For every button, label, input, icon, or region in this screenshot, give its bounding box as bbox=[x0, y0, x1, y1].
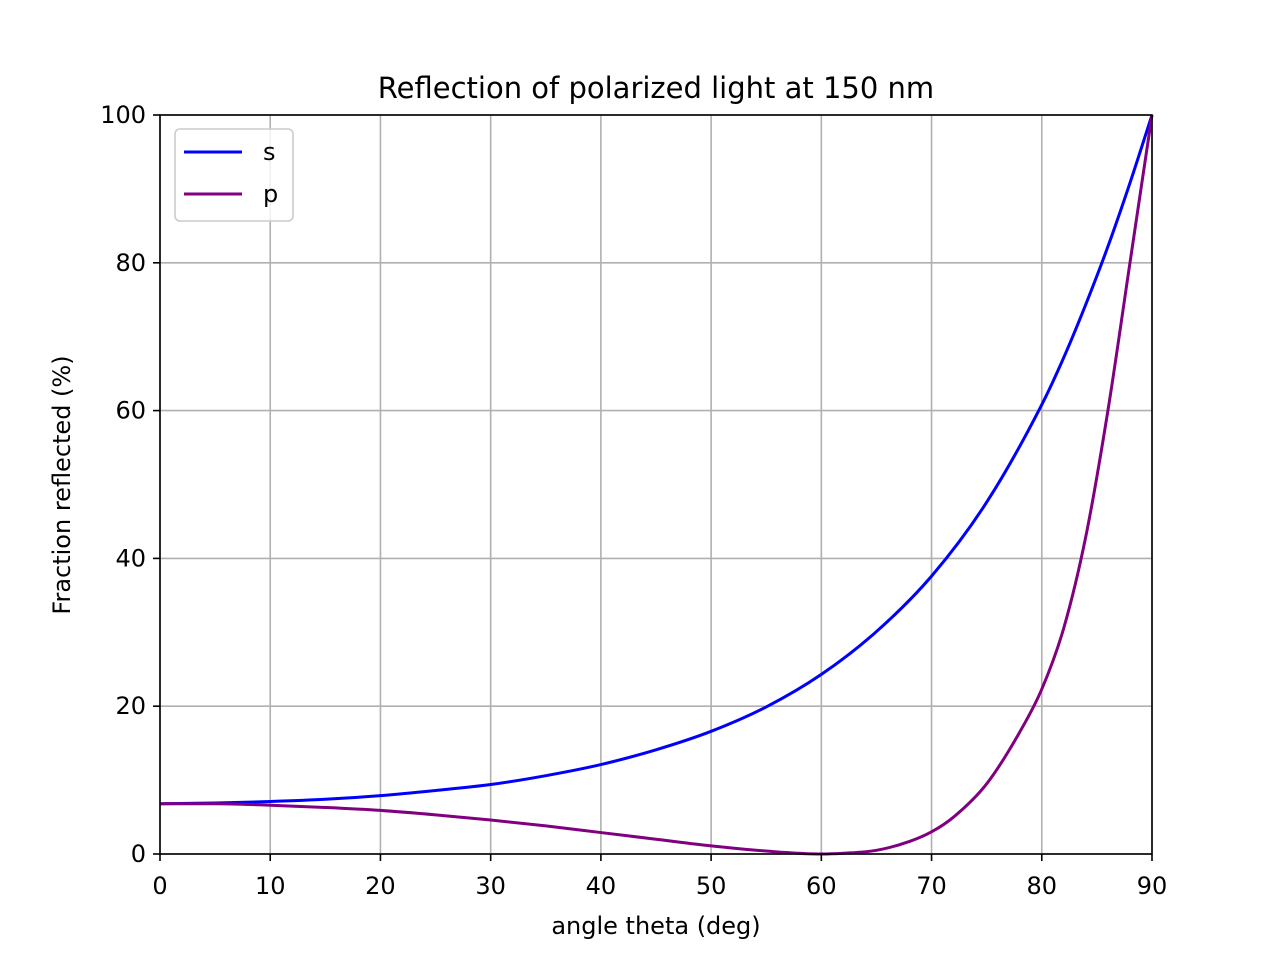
x-tick-label: 30 bbox=[475, 872, 506, 900]
x-tick-label: 0 bbox=[152, 872, 167, 900]
axis-ticks: 0 10 20 30 40 50 60 70 80 90 0 20 40 60 80 100 bbox=[100, 101, 1167, 900]
y-axis-title: Fraction reflected (%) bbox=[48, 355, 76, 614]
y-tick-label: 60 bbox=[115, 397, 146, 425]
x-tick-label: 20 bbox=[365, 872, 396, 900]
x-tick-label: 90 bbox=[1137, 872, 1168, 900]
x-tick-label: 50 bbox=[696, 872, 727, 900]
y-tick-label: 80 bbox=[115, 249, 146, 277]
x-tick-label: 60 bbox=[806, 872, 837, 900]
y-tick-label: 40 bbox=[115, 544, 146, 572]
series-line-p bbox=[160, 114, 1154, 856]
x-tick-label: 40 bbox=[586, 872, 617, 900]
x-tick-label: 70 bbox=[916, 872, 947, 900]
x-tick-label: 10 bbox=[255, 872, 286, 900]
y-tick-label: 20 bbox=[115, 692, 146, 720]
plot-frame bbox=[159, 114, 1153, 855]
legend-label-p: p bbox=[263, 180, 278, 208]
legend: sp bbox=[174, 128, 294, 222]
series-line-s bbox=[159, 114, 1154, 806]
x-axis-title: angle theta (deg) bbox=[551, 912, 760, 940]
chart-title: Reflection of polarized light at 150 nm bbox=[378, 71, 934, 105]
series-lines bbox=[159, 114, 1154, 856]
y-tick-label: 0 bbox=[131, 840, 146, 868]
y-tick-label: 100 bbox=[100, 101, 146, 129]
legend-label-s: s bbox=[263, 138, 276, 166]
x-tick-label: 80 bbox=[1027, 872, 1058, 900]
